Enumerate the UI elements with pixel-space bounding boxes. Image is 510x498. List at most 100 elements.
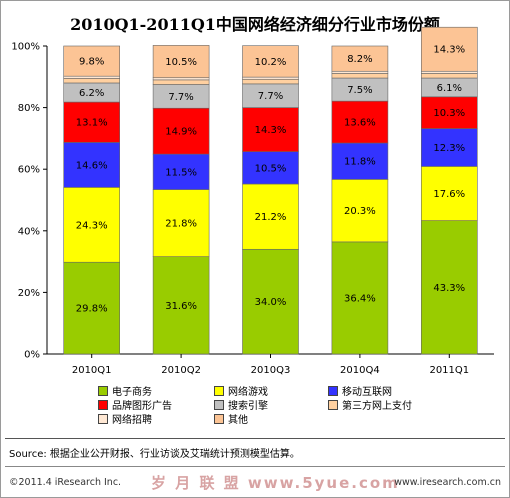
bar-segment xyxy=(420,220,478,355)
bar-segment xyxy=(63,45,121,77)
source-divider xyxy=(5,438,505,439)
legend-item: 品牌图形广告 xyxy=(98,397,172,412)
data-label: 10.5% xyxy=(255,163,287,174)
data-label: 11.8% xyxy=(344,157,376,168)
legend-label: 其他 xyxy=(228,415,248,426)
bar-segment xyxy=(242,183,299,250)
data-label: 10.3% xyxy=(433,108,465,119)
legend-label: 搜索引擎 xyxy=(228,401,268,412)
bar-segment xyxy=(152,77,210,81)
website-text: www.iresearch.com.cn xyxy=(394,477,501,488)
bar-segment xyxy=(331,100,389,144)
bar-segment xyxy=(331,241,389,355)
bar-segment xyxy=(242,78,299,85)
legend-swatch xyxy=(214,386,224,396)
legend-item: 网络招聘 xyxy=(98,411,152,426)
copyright-text: ©2011.4 iResearch Inc. xyxy=(9,477,122,488)
legend-item: 网络游戏 xyxy=(214,383,268,398)
legend-label: 网络招聘 xyxy=(112,415,152,426)
data-label: 6.2% xyxy=(79,88,104,99)
bar-segment xyxy=(242,76,299,80)
legend-label: 电子商务 xyxy=(112,387,152,398)
legend-label: 移动互联网 xyxy=(342,387,392,398)
stacked-bar-plot: 0% 20% 40% 60% 80% 100% 29.8% 24.3% 14.6% 13.1% 6.… xyxy=(11,26,494,376)
legend-label: 第三方网上支付 xyxy=(342,401,412,412)
bar-segment xyxy=(331,45,389,72)
data-label: 6.1% xyxy=(437,83,462,94)
data-label: 13.1% xyxy=(76,118,108,129)
data-label: 21.2% xyxy=(255,212,287,223)
data-label: 17.6% xyxy=(433,189,465,200)
data-label: 14.9% xyxy=(165,127,197,138)
bar-segment xyxy=(63,101,121,143)
bar-segment xyxy=(420,70,478,74)
data-label: 7.7% xyxy=(168,92,193,103)
x-tick-label: 2010Q3 xyxy=(251,365,291,376)
bar-segment xyxy=(242,45,299,78)
data-label: 43.3% xyxy=(433,283,465,294)
bar-segment xyxy=(242,107,299,152)
legend-swatch xyxy=(98,386,108,396)
data-label: 8.2% xyxy=(347,54,372,65)
bar-segment xyxy=(152,45,210,79)
x-tick-label: 2010Q2 xyxy=(161,365,201,376)
bar-segment xyxy=(331,73,389,79)
legend-swatch xyxy=(98,400,108,410)
footer-divider xyxy=(5,466,505,467)
bar-segment xyxy=(331,142,389,180)
y-tick-label: 0% xyxy=(24,350,40,361)
data-label: 36.4% xyxy=(344,293,376,304)
x-tick-label: 2010Q4 xyxy=(340,365,380,376)
y-tick-label: 80% xyxy=(18,103,40,114)
bar-segment xyxy=(63,187,121,263)
y-tick-label: 60% xyxy=(18,165,40,176)
chart-title: 2010Q1-2011Q1中国网络经济细分行业市场份额 xyxy=(70,15,440,34)
data-label: 31.6% xyxy=(165,301,197,312)
bar-segment xyxy=(331,70,389,74)
data-label: 21.8% xyxy=(165,219,197,230)
data-label: 29.8% xyxy=(76,304,108,315)
legend-item: 其他 xyxy=(214,411,248,426)
watermark-text: 岁 月 联 盟 www.5yue.com xyxy=(151,474,400,492)
bar-segment xyxy=(152,189,210,257)
legend-swatch xyxy=(328,400,338,410)
data-label: 14.6% xyxy=(76,160,108,171)
bar-segment xyxy=(152,107,210,155)
bar-segment xyxy=(152,153,210,190)
bar-segment xyxy=(63,78,121,84)
bar-segment xyxy=(152,256,210,355)
data-label: 14.3% xyxy=(433,45,465,56)
bar-segment xyxy=(420,166,478,221)
legend-swatch xyxy=(214,414,224,424)
data-label: 24.3% xyxy=(76,220,108,231)
data-label: 14.3% xyxy=(255,125,287,136)
bar-segment xyxy=(63,75,121,79)
data-label: 10.2% xyxy=(255,57,287,68)
legend-swatch xyxy=(214,400,224,410)
data-label: 7.7% xyxy=(258,91,283,102)
legend-item: 电子商务 xyxy=(98,383,152,398)
bar-segment xyxy=(420,26,478,72)
data-label: 13.6% xyxy=(344,118,376,129)
data-label: 20.3% xyxy=(344,206,376,217)
data-label: 10.5% xyxy=(165,57,197,68)
data-label: 11.5% xyxy=(165,167,197,178)
bar-segment xyxy=(420,73,478,79)
bar-segment xyxy=(242,248,299,355)
legend-item: 搜索引擎 xyxy=(214,397,268,412)
source-note: Source: 根据企业公开财报、行业访谈及艾瑞统计预测模型估算。 xyxy=(9,449,300,460)
bar-segment xyxy=(242,151,299,185)
bar-segment xyxy=(420,128,478,167)
x-tick-label: 2010Q1 xyxy=(72,365,112,376)
legend-label: 品牌图形广告 xyxy=(112,401,172,412)
legend-label: 网络游戏 xyxy=(228,387,268,398)
legend-swatch xyxy=(98,414,108,424)
data-label: 9.8% xyxy=(79,57,104,68)
data-label: 34.0% xyxy=(255,297,287,308)
data-label: 12.3% xyxy=(433,143,465,154)
bar-segment xyxy=(152,79,210,85)
y-tick-label: 100% xyxy=(11,42,40,53)
legend-swatch xyxy=(328,386,338,396)
legend-item: 移动互联网 xyxy=(328,383,392,398)
